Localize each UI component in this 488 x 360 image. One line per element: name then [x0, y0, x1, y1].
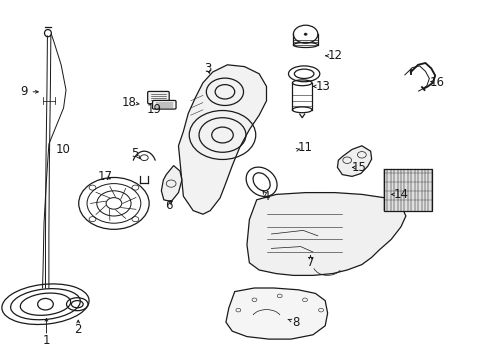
Text: 11: 11: [298, 141, 312, 154]
Polygon shape: [178, 65, 266, 214]
Text: 14: 14: [393, 188, 407, 201]
Text: 12: 12: [327, 49, 342, 62]
Text: 4: 4: [262, 190, 270, 203]
Text: 13: 13: [315, 80, 329, 93]
Text: 10: 10: [56, 143, 71, 156]
Text: 8: 8: [291, 316, 299, 329]
Text: 3: 3: [203, 62, 211, 75]
Polygon shape: [225, 288, 327, 339]
Text: 6: 6: [164, 199, 172, 212]
FancyBboxPatch shape: [152, 100, 176, 109]
Text: 9: 9: [20, 85, 28, 98]
Bar: [383, 169, 431, 211]
Text: 5: 5: [130, 147, 138, 159]
Text: 15: 15: [351, 161, 366, 174]
Text: 7: 7: [306, 256, 314, 269]
Text: 19: 19: [146, 103, 161, 116]
FancyBboxPatch shape: [147, 91, 169, 104]
Text: 2: 2: [74, 323, 82, 336]
Polygon shape: [161, 166, 182, 202]
Polygon shape: [246, 193, 405, 275]
Text: 16: 16: [429, 76, 444, 89]
Text: 17: 17: [98, 170, 112, 183]
Circle shape: [304, 33, 306, 35]
Text: 18: 18: [122, 96, 137, 109]
Polygon shape: [337, 146, 371, 176]
Text: 1: 1: [42, 334, 50, 347]
